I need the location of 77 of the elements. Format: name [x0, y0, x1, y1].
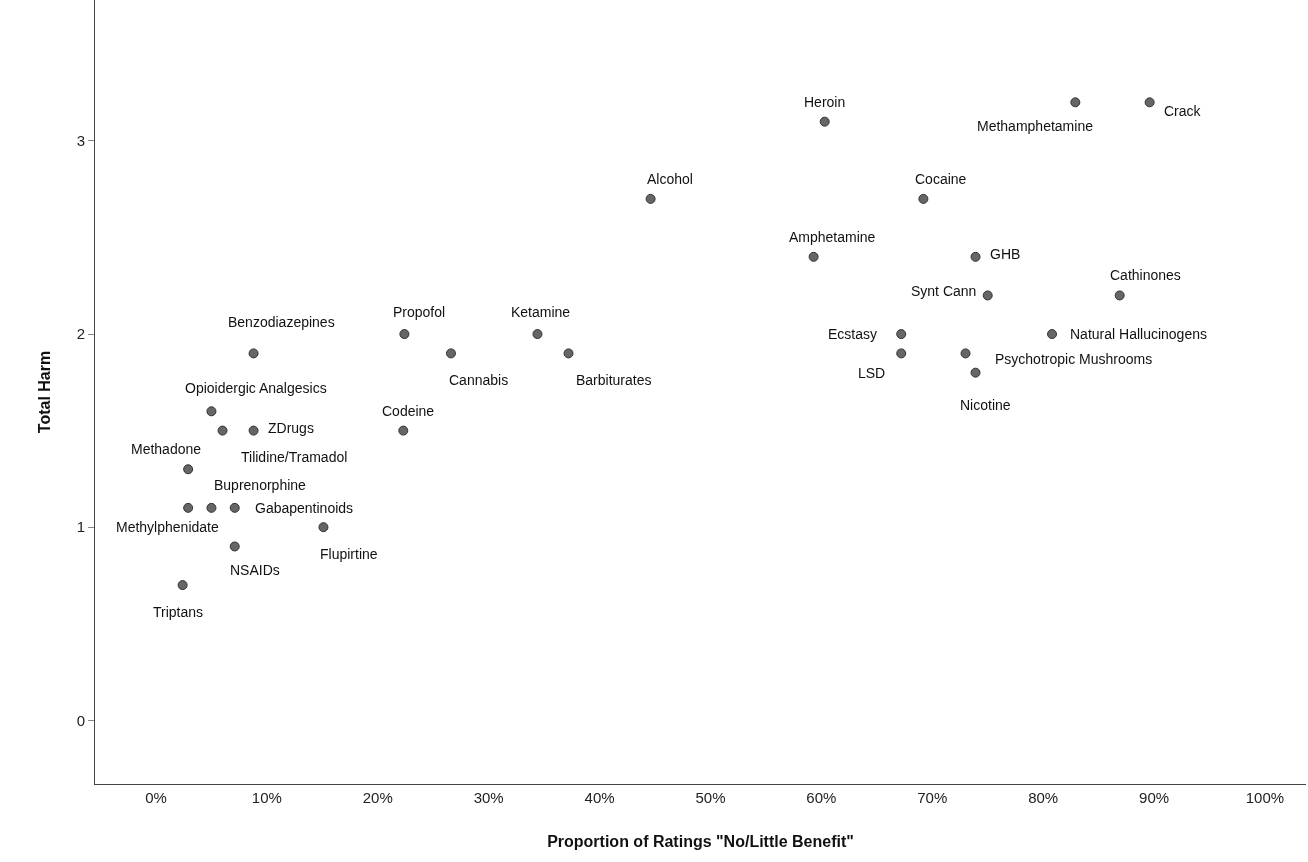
point — [970, 251, 981, 262]
point — [445, 348, 456, 359]
annotation: Tilidine/Tramadol — [241, 449, 348, 465]
x-tick-label: 90% — [1139, 789, 1170, 806]
point — [532, 329, 543, 340]
point — [1114, 290, 1125, 301]
point — [399, 329, 410, 340]
x-tick-label: 20% — [362, 789, 393, 806]
annotation: Benzodiazepines — [228, 314, 335, 330]
annotation: Buprenorphine — [214, 477, 307, 493]
point — [177, 580, 188, 591]
x-tick-label: 100% — [1245, 789, 1285, 806]
point — [248, 348, 259, 359]
point — [1144, 97, 1155, 108]
y-tick-label: 3 — [76, 132, 85, 150]
annotation: Heroin — [804, 94, 846, 110]
annotation: Amphetamine — [789, 229, 876, 245]
point — [918, 193, 929, 204]
x-tick-label: 10% — [251, 789, 282, 806]
annotation: Gabapentinoids — [255, 500, 354, 516]
annotation: Barbiturates — [576, 372, 652, 388]
point — [206, 502, 217, 513]
x-tick-label: 30% — [473, 789, 504, 806]
point — [896, 329, 907, 340]
annotation: Psychotropic Mushrooms — [995, 351, 1153, 367]
point — [819, 116, 830, 127]
point — [206, 406, 217, 417]
point — [970, 367, 981, 378]
annotation: Crack — [1164, 103, 1202, 119]
y-tick-label: 1 — [76, 518, 85, 536]
y-axis-title: Total Harm — [35, 350, 53, 434]
point — [1070, 97, 1081, 108]
x-tick-label: 50% — [695, 789, 726, 806]
annotation: Cathinones — [1110, 267, 1181, 283]
x-tick-label: 70% — [917, 789, 948, 806]
annotation: Natural Hallucinogens — [1070, 326, 1207, 342]
y-tick-label: 2 — [76, 325, 85, 343]
x-tick-label: 80% — [1028, 789, 1059, 806]
annotation: NSAIDs — [230, 562, 280, 578]
annotation: Ketamine — [511, 304, 571, 320]
annotation: Alcohol — [647, 171, 693, 187]
point — [229, 541, 240, 552]
annotation: Cannabis — [449, 372, 509, 388]
annotation: ZDrugs — [268, 420, 314, 436]
point — [563, 348, 574, 359]
annotation: Triptans — [153, 604, 204, 620]
annotation: Propofol — [393, 304, 446, 320]
x-tick-label: 0% — [145, 789, 167, 806]
point — [217, 425, 228, 436]
y-tick-label: 0 — [76, 711, 85, 729]
point — [982, 290, 993, 301]
point — [229, 502, 240, 513]
point — [398, 425, 409, 436]
annotation: Opioidergic Analgesics — [185, 380, 327, 396]
annotation: Methamphetamine — [977, 118, 1094, 134]
point — [183, 464, 194, 475]
x-axis-title: Proportion of Ratings "No/Little Benefit" — [547, 832, 854, 850]
point — [318, 522, 329, 533]
point — [896, 348, 907, 359]
point — [183, 502, 194, 513]
annotation: GHB — [990, 246, 1021, 262]
annotation: Methylphenidate — [116, 519, 219, 535]
point — [808, 251, 819, 262]
annotation: LSD — [858, 365, 886, 381]
annotation: Codeine — [382, 403, 435, 419]
annotation: Methadone — [131, 441, 202, 457]
point — [248, 425, 259, 436]
x-tick-label: 40% — [584, 789, 615, 806]
annotation: Flupirtine — [320, 546, 378, 562]
annotation: Synt Cann — [911, 283, 977, 299]
point — [1047, 329, 1058, 340]
annotation: Ecstasy — [828, 326, 878, 342]
annotation: Nicotine — [960, 397, 1011, 413]
point — [960, 348, 971, 359]
annotation: Cocaine — [915, 171, 967, 187]
x-tick-label: 60% — [806, 789, 837, 806]
point — [645, 193, 656, 204]
